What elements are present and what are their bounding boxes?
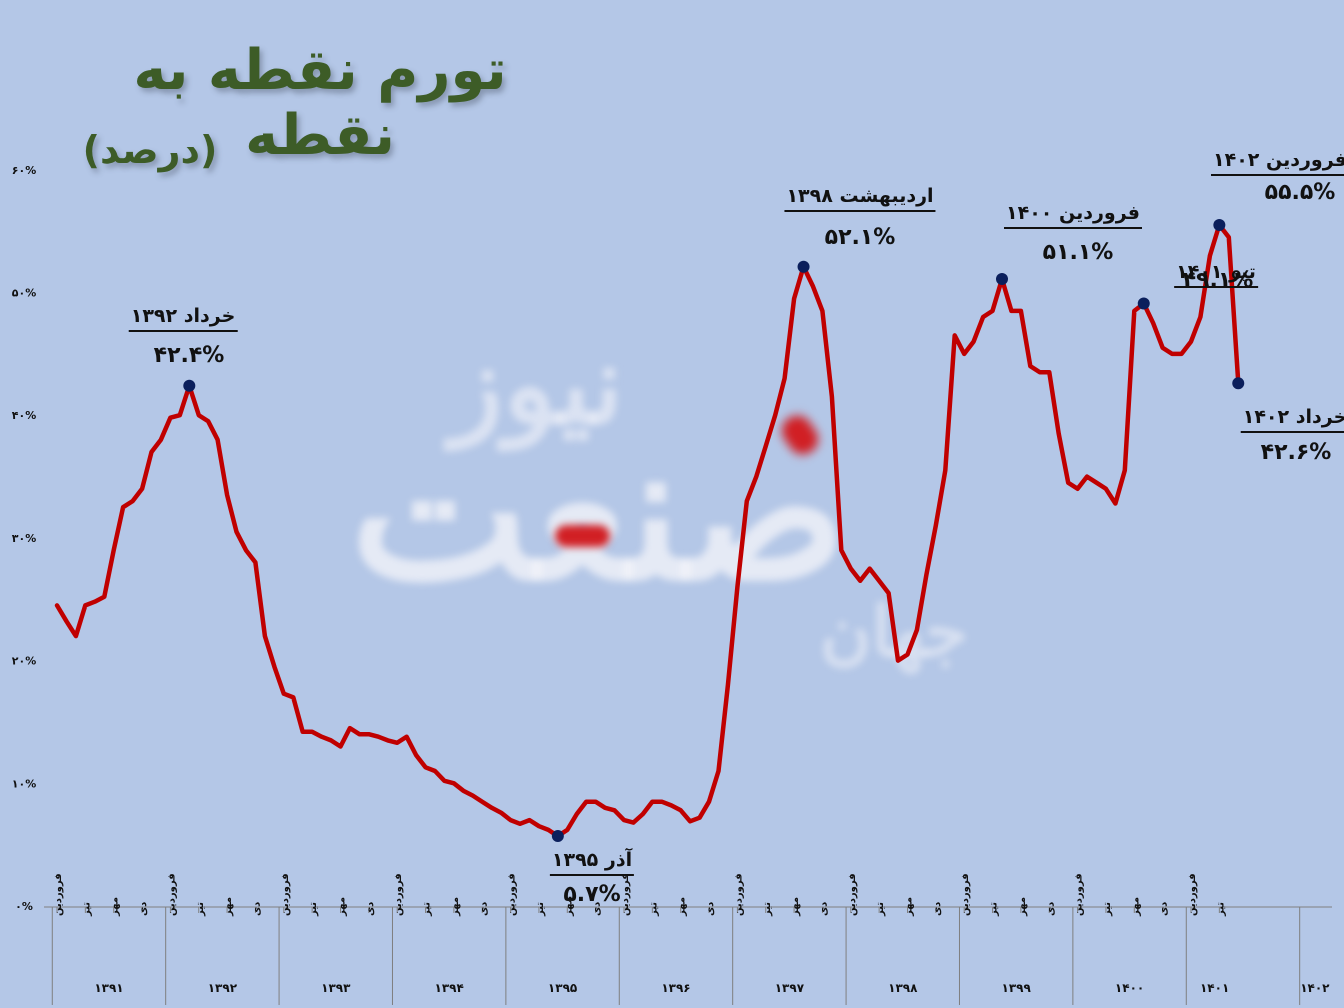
data-point-marker (1137, 297, 1150, 310)
x-year-label: ۱۳۹۳ (321, 981, 351, 995)
data-point-marker (1232, 377, 1245, 390)
y-tick-label: ۰% (15, 900, 33, 913)
x-month-label: دی (705, 902, 716, 916)
annotation-label: آذر ۱۳۹۵ (549, 849, 635, 876)
x-year-label: ۱۳۹۸ (888, 981, 918, 995)
y-tick-label: ۵۰% (12, 287, 36, 300)
annotation-value: ۴۲.۶% (1260, 440, 1332, 465)
y-tick-label: ۲۰% (12, 655, 36, 668)
chart-title: تورم نقطه به نقطه (133, 38, 507, 168)
x-month-label: تیر (195, 902, 206, 917)
x-month-label: فروردین (393, 873, 404, 916)
x-month-label: مهر (223, 897, 234, 917)
x-month-label: تیر (1102, 902, 1113, 917)
x-year-label: ۱۴۰۰ (1115, 981, 1144, 995)
x-month-label: فروردین (847, 873, 858, 916)
y-tick-label: ۳۰% (12, 532, 36, 545)
y-tick-label: ۶۰% (12, 164, 36, 177)
annotation-label: خرداد ۱۳۹۲ (128, 305, 238, 332)
x-year-label: ۱۳۹۵ (548, 981, 577, 995)
x-month-label: تیر (535, 902, 546, 917)
chart-subtitle: (درصد) (82, 128, 218, 172)
y-tick-label: ۴۰% (12, 409, 36, 422)
x-month-label: تیر (1215, 902, 1226, 917)
x-month-label: دی (251, 902, 262, 916)
x-month-label: فروردین (733, 873, 744, 916)
x-month-label: فروردین (280, 873, 291, 916)
x-month-label: دی (818, 902, 829, 916)
annotation-value: ۵۵.۵% (1264, 180, 1336, 205)
x-year-label: ۱۴۰۱ (1200, 981, 1229, 995)
x-month-label: دی (478, 902, 489, 916)
x-month-label: مهر (110, 897, 121, 917)
x-month-label: تیر (762, 902, 773, 917)
annotation-label: خرداد ۱۴۰۲ (1240, 406, 1344, 433)
x-month-label: مهر (677, 897, 688, 917)
x-month-label: دی (365, 902, 376, 916)
x-axis: فروردین تیر مهر دی فروردین تیر مهر دی فروردین تیر… (44, 873, 1332, 1005)
x-year-label: ۱۳۹۶ (661, 981, 690, 995)
x-month-label: فروردین (507, 873, 518, 916)
x-month-label: تیر (422, 902, 433, 917)
x-month-label: مهر (790, 897, 801, 917)
annotation-value: ۵۱.۱% (1042, 240, 1114, 265)
annotation-label: فروردین ۱۴۰۰ (1004, 202, 1142, 229)
inflation-series-line (54, 222, 1241, 839)
data-point-marker (183, 379, 196, 392)
x-month-label: فروردین (166, 873, 177, 916)
x-year-label: ۱۴۰۲ (1300, 981, 1330, 995)
annotation-label: اردیبهشت ۱۳۹۸ (784, 185, 936, 212)
annotation-value: ۵.۷% (563, 882, 621, 907)
x-month-label: تیر (308, 902, 319, 917)
y-tick-label: ۱۰% (12, 777, 36, 790)
annotation-label: تیر ۱۴۰۱ (1174, 261, 1258, 288)
x-month-label: دی (138, 902, 149, 916)
x-month-label: تیر (648, 902, 659, 917)
x-month-label: دی (592, 902, 603, 916)
x-month-label: دی (932, 902, 943, 916)
x-month-label: فروردین (53, 873, 64, 916)
x-month-label: دی (1159, 902, 1170, 916)
x-month-label: فروردین (1074, 873, 1085, 916)
x-year-label: ۱۳۹۹ (1002, 981, 1032, 995)
x-year-label: ۱۳۹۱ (94, 981, 123, 995)
annotation-label: فروردین ۱۴۰۲ (1211, 149, 1344, 176)
data-point-marker (1213, 219, 1226, 232)
x-month-label: مهر (1017, 897, 1028, 917)
annotation-value: ۴۹.۱% (1182, 268, 1254, 293)
y-axis: ۰% ۱۰% ۲۰% ۳۰% ۴۰% ۵۰% ۶۰% (12, 164, 36, 913)
x-month-label: تیر (875, 902, 886, 917)
x-month-label: مهر (563, 897, 574, 917)
data-point-marker (551, 830, 564, 843)
x-month-label: مهر (450, 897, 461, 917)
x-year-label: ۱۳۹۴ (435, 981, 464, 995)
annotation-value: ۴۲.۴% (153, 343, 225, 368)
x-month-label: فروردین (960, 873, 971, 916)
data-point-marker (797, 260, 810, 273)
x-month-label: فروردین (1187, 873, 1198, 916)
annotation-value: ۵۲.۱% (824, 225, 896, 250)
data-point-marker (996, 273, 1008, 286)
x-month-label: فروردین (620, 873, 631, 916)
x-month-label: مهر (1130, 897, 1141, 917)
marker-layer (183, 219, 1245, 843)
x-year-label: ۱۳۹۷ (775, 981, 805, 995)
x-month-label: تیر (989, 902, 1000, 917)
series-layer (54, 222, 1241, 839)
x-month-label: دی (1045, 902, 1056, 916)
x-year-label: ۱۳۹۲ (208, 981, 238, 995)
x-month-label: مهر (904, 897, 915, 917)
x-month-label: تیر (81, 902, 92, 917)
x-month-label: مهر (337, 897, 348, 917)
